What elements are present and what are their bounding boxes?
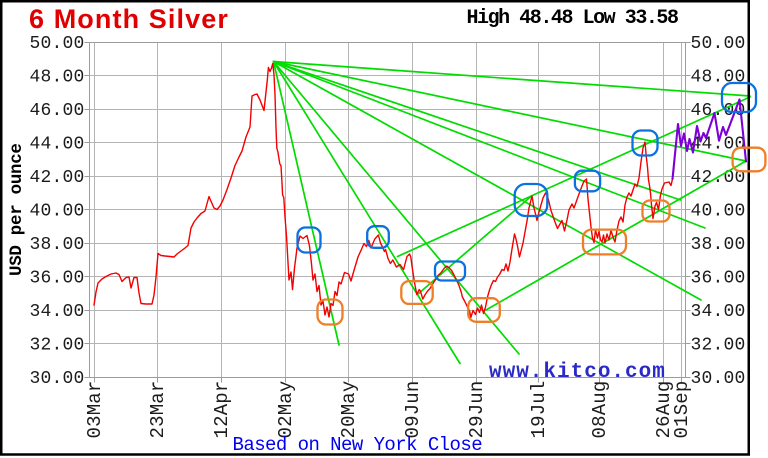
svg-text:Based on New York Close: Based on New York Close <box>233 434 483 456</box>
svg-text:High 48.48 Low 33.58: High 48.48 Low 33.58 <box>467 7 678 30</box>
svg-text:08Aug: 08Aug <box>589 380 611 438</box>
svg-text:40.00: 40.00 <box>29 202 84 222</box>
svg-text:30.00: 30.00 <box>691 369 746 389</box>
svg-text:6 Month Silver: 6 Month Silver <box>29 4 229 34</box>
svg-text:44.00: 44.00 <box>691 135 746 155</box>
svg-text:30.00: 30.00 <box>29 369 84 389</box>
svg-text:02May: 02May <box>275 380 297 438</box>
svg-text:42.00: 42.00 <box>29 168 84 188</box>
svg-text:26Aug: 26Aug <box>653 380 675 438</box>
svg-text:40.00: 40.00 <box>691 202 746 222</box>
svg-text:50.00: 50.00 <box>691 34 746 54</box>
svg-text:34.00: 34.00 <box>29 302 84 322</box>
svg-text:USD per ounce: USD per ounce <box>7 143 27 276</box>
svg-text:19Jul: 19Jul <box>528 380 550 438</box>
svg-text:23Mar: 23Mar <box>147 380 169 438</box>
svg-text:38.00: 38.00 <box>29 235 84 255</box>
svg-text:20May: 20May <box>338 380 360 438</box>
svg-text:03Mar: 03Mar <box>84 380 106 438</box>
svg-text:34.00: 34.00 <box>691 302 746 322</box>
svg-text:50.00: 50.00 <box>29 34 84 54</box>
svg-text:32.00: 32.00 <box>29 336 84 356</box>
svg-text:44.00: 44.00 <box>29 135 84 155</box>
svg-text:29Jun: 29Jun <box>466 380 488 438</box>
svg-text:38.00: 38.00 <box>691 235 746 255</box>
svg-text:01Sep: 01Sep <box>671 380 693 438</box>
svg-text:36.00: 36.00 <box>691 269 746 289</box>
svg-text:www.kitco.com: www.kitco.com <box>489 361 666 384</box>
svg-text:42.00: 42.00 <box>691 168 746 188</box>
svg-text:46.00: 46.00 <box>29 101 84 121</box>
svg-text:36.00: 36.00 <box>29 269 84 289</box>
svg-text:48.00: 48.00 <box>691 68 746 88</box>
svg-text:09Jun: 09Jun <box>402 380 424 438</box>
svg-text:48.00: 48.00 <box>29 68 84 88</box>
svg-text:12Apr: 12Apr <box>211 380 233 438</box>
svg-text:32.00: 32.00 <box>691 336 746 356</box>
